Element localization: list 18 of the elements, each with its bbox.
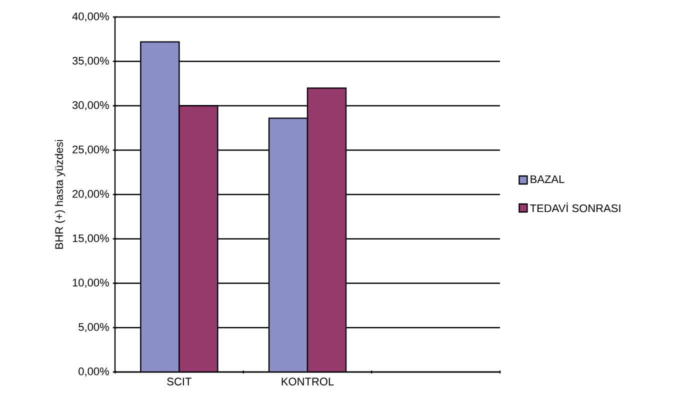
x-tick-label: KONTROL <box>282 378 334 386</box>
x-tick-label: SCIT <box>167 378 192 386</box>
y-tick-label: 0,00% <box>78 367 109 377</box>
y-tick-label: 15,00% <box>72 234 109 244</box>
y-tick-label: 10,00% <box>72 278 109 288</box>
y-tick-label: 30,00% <box>72 101 109 110</box>
y-tick-label: 5,00% <box>78 323 109 332</box>
bar <box>178 105 218 372</box>
y-axis-title: BHR (+) hasta yüzdesi <box>54 140 66 249</box>
y-tick-label: 20,00% <box>72 190 109 200</box>
y-tick-label: 35,00% <box>72 56 109 66</box>
y-tick-label: 25,00% <box>72 146 109 155</box>
legend-label: BAZAL <box>530 175 564 184</box>
bar <box>140 41 180 372</box>
bar <box>268 118 308 372</box>
bar <box>306 87 347 372</box>
legend-label: TEDAVİ SONRASI <box>530 202 620 212</box>
y-tick-label: 40,00% <box>72 12 109 22</box>
